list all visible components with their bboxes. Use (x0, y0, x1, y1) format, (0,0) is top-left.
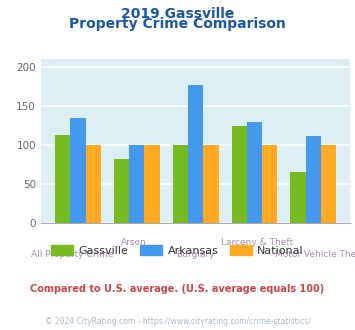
Bar (306, 136, 321, 223)
Bar (129, 145, 144, 223)
Bar (86, 145, 101, 223)
Bar (55, 135, 70, 223)
Bar (290, 172, 306, 223)
Bar (173, 145, 188, 223)
Bar (70, 118, 86, 223)
Bar (114, 159, 129, 223)
Text: Larceny & Theft: Larceny & Theft (222, 238, 294, 247)
Text: Arson: Arson (121, 238, 147, 247)
Bar (262, 145, 278, 223)
Bar (203, 145, 219, 223)
Text: Motor Vehicle Theft: Motor Vehicle Theft (275, 250, 355, 259)
Text: 2019 Gassville: 2019 Gassville (121, 7, 234, 20)
Bar (247, 122, 262, 223)
Text: © 2024 CityRating.com - https://www.cityrating.com/crime-statistics/: © 2024 CityRating.com - https://www.city… (45, 317, 310, 326)
Text: Property Crime Comparison: Property Crime Comparison (69, 17, 286, 31)
Text: Burglary: Burglary (176, 250, 215, 259)
Bar (231, 125, 247, 223)
Text: All Property Crime: All Property Crime (31, 250, 113, 259)
Bar (321, 145, 336, 223)
Text: Compared to U.S. average. (U.S. average equals 100): Compared to U.S. average. (U.S. average … (31, 284, 324, 294)
Bar (144, 145, 160, 223)
Bar (188, 85, 203, 223)
Legend: Gassville, Arkansas, National: Gassville, Arkansas, National (47, 241, 308, 260)
